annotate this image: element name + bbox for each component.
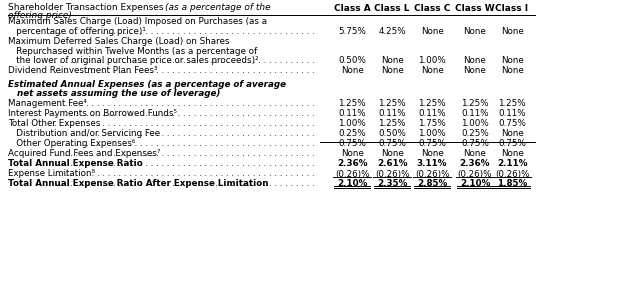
Text: . . . . . . . . . . . . . . . . . . . . . . . . . . . . . . . . . . . . . . . . : . . . . . . . . . . . . . . . . . . . . … — [54, 100, 315, 109]
Text: None: None — [421, 27, 444, 36]
Text: Class A: Class A — [334, 4, 371, 13]
Text: Other Operating Expenses⁶: Other Operating Expenses⁶ — [8, 139, 135, 148]
Text: Total Other Expenses: Total Other Expenses — [8, 120, 100, 129]
Text: 2.36%: 2.36% — [460, 159, 490, 168]
Text: Repurchased within Twelve Months (as a percentage of: Repurchased within Twelve Months (as a p… — [8, 47, 257, 56]
Text: 0.25%: 0.25% — [461, 129, 489, 139]
Text: Total Annual Expense Ratio: Total Annual Expense Ratio — [8, 159, 143, 168]
Text: 2.61%: 2.61% — [377, 159, 407, 168]
Text: 1.25%: 1.25% — [418, 100, 446, 109]
Text: None: None — [381, 56, 403, 65]
Text: . . . . . . . . . . . . . . . . . . . . . . . . . . . . . . . . . . . . . . . . : . . . . . . . . . . . . . . . . . . . . … — [54, 159, 315, 168]
Text: Interest Payments on Borrowed Funds⁵: Interest Payments on Borrowed Funds⁵ — [8, 109, 177, 118]
Text: 1.00%: 1.00% — [418, 56, 446, 65]
Text: (0.26)%: (0.26)% — [415, 169, 449, 178]
Text: 0.75%: 0.75% — [461, 139, 489, 148]
Text: (as a percentage of the: (as a percentage of the — [165, 3, 271, 12]
Text: None: None — [464, 27, 486, 36]
Text: None: None — [341, 150, 363, 159]
Text: 0.75%: 0.75% — [498, 120, 526, 129]
Text: None: None — [500, 27, 524, 36]
Text: Acquired Fund Fees and Expenses⁷: Acquired Fund Fees and Expenses⁷ — [8, 150, 160, 159]
Text: None: None — [421, 150, 444, 159]
Text: 2.10%: 2.10% — [337, 180, 367, 189]
Text: . . . . . . . . . . . . . . . . . . . . . . . . . . . . . . . . . . . . . . . . : . . . . . . . . . . . . . . . . . . . . … — [54, 139, 315, 148]
Text: 1.00%: 1.00% — [461, 120, 489, 129]
Text: (0.26)%: (0.26)% — [495, 169, 529, 178]
Text: offering price): offering price) — [8, 12, 72, 20]
Text: 0.75%: 0.75% — [498, 139, 526, 148]
Text: 0.50%: 0.50% — [378, 129, 406, 139]
Text: 1.85%: 1.85% — [497, 180, 527, 189]
Text: 0.75%: 0.75% — [338, 139, 366, 148]
Text: 0.50%: 0.50% — [338, 56, 366, 65]
Text: Maximum Deferred Sales Charge (Load) on Shares: Maximum Deferred Sales Charge (Load) on … — [8, 37, 230, 46]
Text: . . . . . . . . . . . . . . . . . . . . . . . . . . . . . . . . . . . . . . . . : . . . . . . . . . . . . . . . . . . . . … — [54, 180, 315, 189]
Text: . . . . . . . . . . . . . . . . . . . . . . . . . . . . . . . . . . . . . . . . : . . . . . . . . . . . . . . . . . . . . … — [54, 56, 315, 65]
Text: 2.36%: 2.36% — [337, 159, 368, 168]
Text: Shareholder Transaction Expenses: Shareholder Transaction Expenses — [8, 3, 167, 12]
Text: 0.11%: 0.11% — [498, 109, 526, 118]
Text: 1.00%: 1.00% — [338, 120, 366, 129]
Text: 0.75%: 0.75% — [418, 139, 446, 148]
Text: percentage of offering price)¹: percentage of offering price)¹ — [8, 27, 146, 36]
Text: Management Fee⁴: Management Fee⁴ — [8, 100, 87, 109]
Text: . . . . . . . . . . . . . . . . . . . . . . . . . . . . . . . . . . . . . . . . : . . . . . . . . . . . . . . . . . . . . … — [54, 109, 315, 118]
Text: None: None — [500, 150, 524, 159]
Text: 2.35%: 2.35% — [377, 180, 407, 189]
Text: 1.25%: 1.25% — [461, 100, 489, 109]
Text: 1.25%: 1.25% — [378, 100, 406, 109]
Text: Class L: Class L — [374, 4, 410, 13]
Text: Expense Limitation⁸: Expense Limitation⁸ — [8, 169, 95, 178]
Text: 5.75%: 5.75% — [338, 27, 366, 36]
Text: 0.11%: 0.11% — [378, 109, 406, 118]
Text: Class W: Class W — [455, 4, 495, 13]
Text: 1.25%: 1.25% — [378, 120, 406, 129]
Text: None: None — [421, 66, 444, 75]
Text: Distribution and/or Servicing Fee: Distribution and/or Servicing Fee — [8, 129, 160, 139]
Text: the lower of original purchase price or sales proceeds)²: the lower of original purchase price or … — [8, 56, 258, 65]
Text: . . . . . . . . . . . . . . . . . . . . . . . . . . . . . . . . . . . . . . . . : . . . . . . . . . . . . . . . . . . . . … — [54, 27, 315, 36]
Text: . . . . . . . . . . . . . . . . . . . . . . . . . . . . . . . . . . . . . . . . : . . . . . . . . . . . . . . . . . . . . … — [54, 169, 315, 178]
Text: Class I: Class I — [495, 4, 529, 13]
Text: (0.26)%: (0.26)% — [458, 169, 492, 178]
Text: None: None — [381, 66, 403, 75]
Text: None: None — [500, 56, 524, 65]
Text: None: None — [464, 150, 486, 159]
Text: 1.75%: 1.75% — [418, 120, 446, 129]
Text: None: None — [500, 66, 524, 75]
Text: Dividend Reinvestment Plan Fees³: Dividend Reinvestment Plan Fees³ — [8, 66, 157, 75]
Text: . . . . . . . . . . . . . . . . . . . . . . . . . . . . . . . . . . . . . . . . : . . . . . . . . . . . . . . . . . . . . … — [54, 66, 315, 75]
Text: 2.85%: 2.85% — [417, 180, 447, 189]
Text: Total Annual Expense Ratio After Expense Limitation: Total Annual Expense Ratio After Expense… — [8, 180, 268, 189]
Text: 2.11%: 2.11% — [497, 159, 527, 168]
Text: 1.25%: 1.25% — [338, 100, 366, 109]
Text: 0.11%: 0.11% — [338, 109, 366, 118]
Text: 2.10%: 2.10% — [460, 180, 490, 189]
Text: (0.26)%: (0.26)% — [375, 169, 409, 178]
Text: None: None — [341, 66, 363, 75]
Text: None: None — [381, 150, 403, 159]
Text: 3.11%: 3.11% — [417, 159, 447, 168]
Text: Estimated Annual Expenses (as a percentage of average: Estimated Annual Expenses (as a percenta… — [8, 80, 286, 89]
Text: 0.75%: 0.75% — [378, 139, 406, 148]
Text: 4.25%: 4.25% — [378, 27, 406, 36]
Text: . . . . . . . . . . . . . . . . . . . . . . . . . . . . . . . . . . . . . . . . : . . . . . . . . . . . . . . . . . . . . … — [54, 150, 315, 159]
Text: 1.25%: 1.25% — [498, 100, 526, 109]
Text: Maximum Sales Charge (Load) Imposed on Purchases (as a: Maximum Sales Charge (Load) Imposed on P… — [8, 17, 267, 26]
Text: net assets assuming the use of leverage): net assets assuming the use of leverage) — [8, 90, 220, 98]
Text: None: None — [464, 66, 486, 75]
Text: . . . . . . . . . . . . . . . . . . . . . . . . . . . . . . . . . . . . . . . . : . . . . . . . . . . . . . . . . . . . . … — [54, 120, 315, 129]
Text: None: None — [500, 129, 524, 139]
Text: None: None — [464, 56, 486, 65]
Text: Class C: Class C — [414, 4, 450, 13]
Text: 1.00%: 1.00% — [418, 129, 446, 139]
Text: 0.11%: 0.11% — [461, 109, 489, 118]
Text: (0.26)%: (0.26)% — [334, 169, 369, 178]
Text: . . . . . . . . . . . . . . . . . . . . . . . . . . . . . . . . . . . . . . . . : . . . . . . . . . . . . . . . . . . . . … — [54, 129, 315, 139]
Text: 0.25%: 0.25% — [338, 129, 366, 139]
Text: 0.11%: 0.11% — [418, 109, 446, 118]
